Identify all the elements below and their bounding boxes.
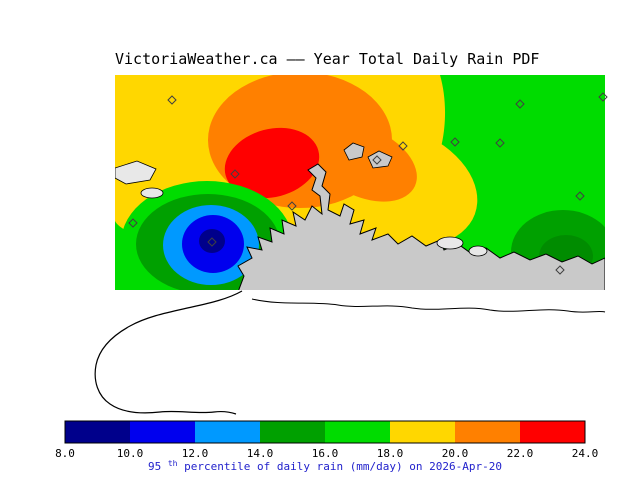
station-marker-diamond-icon bbox=[207, 237, 217, 247]
station-marker-diamond-icon bbox=[230, 169, 240, 179]
strait-water bbox=[237, 163, 605, 290]
rain-min-core-navy bbox=[199, 229, 225, 253]
station-marker-diamond-icon bbox=[515, 99, 525, 109]
caption-prefix: 95 bbox=[148, 460, 161, 473]
colorbar-segment bbox=[195, 421, 260, 443]
island bbox=[436, 236, 464, 250]
station-marker-diamond-icon bbox=[555, 265, 565, 275]
station-marker-diamond-icon bbox=[167, 95, 177, 105]
station-marker-diamond-icon bbox=[287, 201, 297, 211]
island bbox=[468, 245, 488, 257]
colorbar-tick-labels: 8.0 10.0 12.0 14.0 16.0 18.0 20.0 22.0 24.0 bbox=[55, 447, 598, 460]
inlet bbox=[343, 142, 365, 161]
colorbar-tick-label: 8.0 bbox=[55, 447, 75, 460]
colorbar-segment bbox=[390, 421, 455, 443]
colorbar-tick-label: 24.0 bbox=[572, 447, 599, 460]
caption: 95 th percentile of daily rain (mm/day) … bbox=[148, 456, 502, 473]
station-marker-diamond-icon bbox=[128, 218, 138, 228]
station-marker-diamond-icon bbox=[598, 92, 608, 102]
caption-superscript: th bbox=[168, 459, 178, 468]
contour-orange-tongue bbox=[313, 124, 417, 202]
colorbar-segment bbox=[65, 421, 130, 443]
colorbar-tick-label: 22.0 bbox=[507, 447, 534, 460]
station-marker-diamond-icon bbox=[398, 141, 408, 151]
colorbar-border bbox=[64, 420, 586, 444]
sooke-basin bbox=[115, 160, 157, 185]
colorbar bbox=[65, 421, 585, 443]
colorbar-tick-label: 16.0 bbox=[312, 447, 339, 460]
colorbar-segment bbox=[325, 421, 390, 443]
peninsula-north-coastline bbox=[251, 298, 606, 313]
station-marker-diamond-icon bbox=[495, 138, 505, 148]
station-marker-diamond-icon bbox=[372, 155, 382, 165]
contour-red-core bbox=[224, 127, 320, 199]
colorbar-tick-label: 14.0 bbox=[247, 447, 274, 460]
colorbar-tick-label: 12.0 bbox=[182, 447, 209, 460]
olympic-peninsula-coastline bbox=[94, 290, 243, 415]
caption-rest: percentile of daily rain (mm/day) on 202… bbox=[184, 460, 502, 473]
colorbar-tick-label: 20.0 bbox=[442, 447, 469, 460]
colorbar-segment bbox=[130, 421, 195, 443]
colorbar-tick-label: 18.0 bbox=[377, 447, 404, 460]
station-markers bbox=[128, 92, 608, 275]
station-marker-diamond-icon bbox=[450, 137, 460, 147]
station-marker-diamond-icon bbox=[575, 191, 585, 201]
colorbar-segment bbox=[455, 421, 520, 443]
colorbar-tick-label: 10.0 bbox=[117, 447, 144, 460]
lake bbox=[140, 187, 164, 199]
colorbar-segment bbox=[520, 421, 585, 443]
contour-fill-layers bbox=[115, 75, 605, 290]
colorbar-segment bbox=[260, 421, 325, 443]
chart-title: VictoriaWeather.ca —— Year Total Daily R… bbox=[115, 50, 539, 68]
